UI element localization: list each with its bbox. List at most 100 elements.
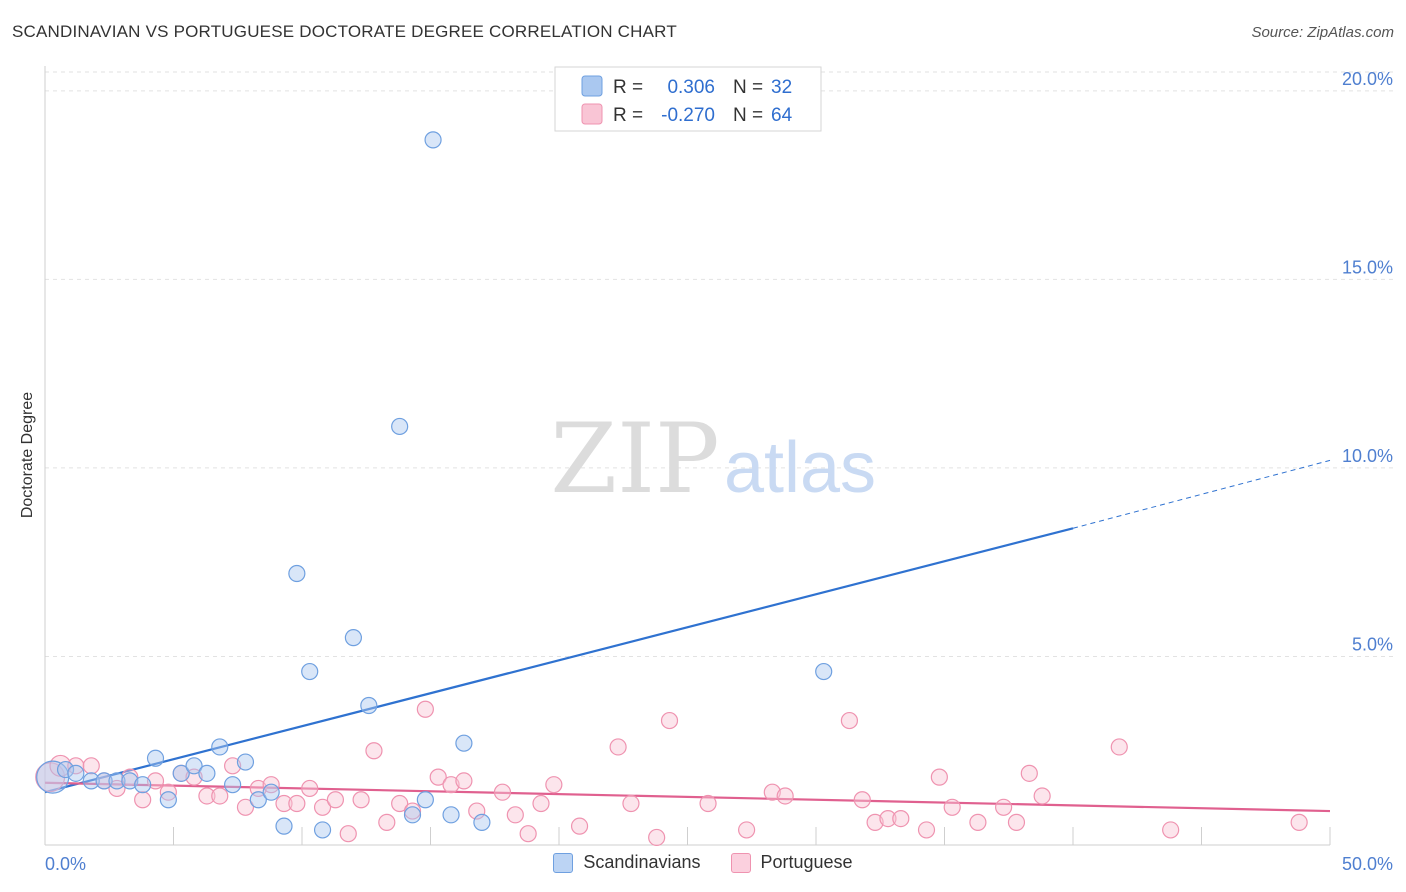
- x-tick-label: 50.0%: [1342, 854, 1393, 874]
- axes: [44, 66, 1331, 846]
- data-point: [815, 662, 833, 681]
- data-point: [224, 757, 242, 775]
- data-point: [198, 764, 216, 782]
- data-point: [339, 825, 357, 843]
- data-point: [121, 768, 139, 786]
- data-point: [198, 787, 216, 805]
- data-point: [1110, 738, 1128, 756]
- stats-swatch: [581, 103, 603, 125]
- data-point: [442, 806, 460, 824]
- data-point: [943, 798, 961, 816]
- data-point: [185, 757, 203, 775]
- data-point: [424, 131, 442, 149]
- data-point: [313, 798, 332, 816]
- data-point: [995, 798, 1013, 816]
- stats-r-value: -0.270: [661, 105, 715, 126]
- data-point: [853, 791, 871, 809]
- data-point: [545, 776, 563, 794]
- data-point: [211, 738, 229, 756]
- y-tick-label: 15.0%: [1342, 257, 1393, 277]
- data-point: [969, 813, 987, 831]
- data-point: [429, 768, 447, 786]
- stats-n-value: 64: [771, 105, 793, 126]
- data-point: [763, 783, 781, 801]
- data-point: [1290, 813, 1308, 831]
- data-point: [365, 742, 383, 760]
- stats-n-label: N =: [733, 77, 763, 98]
- data-point: [275, 817, 293, 835]
- data-point: [378, 813, 396, 831]
- data-point: [442, 776, 460, 794]
- data-point: [313, 821, 332, 839]
- data-point: [403, 802, 422, 820]
- legend-item-portuguese[interactable]: Portuguese: [730, 852, 853, 873]
- source-label: Source: ZipAtlas.com: [1251, 24, 1394, 41]
- data-point: [506, 806, 524, 824]
- data-point: [82, 772, 100, 790]
- x-tick-label: 0.0%: [45, 854, 86, 874]
- stats-box: R = 0.306 N = 32 R = -0.270 N = 64: [554, 66, 822, 132]
- tick-labels: 5.0% 10.0% 15.0% 20.0% 0.0% 50.0%: [45, 69, 1393, 874]
- trend-extension-0: [1072, 459, 1331, 529]
- data-point: [275, 794, 293, 813]
- data-point: [146, 772, 165, 790]
- data-point: [468, 802, 486, 820]
- data-point: [1007, 813, 1026, 831]
- data-point: [121, 772, 139, 790]
- data-point: [211, 787, 229, 805]
- data-point: [493, 783, 512, 801]
- data-point: [866, 813, 884, 831]
- trend-line-0: [44, 527, 1074, 794]
- data-point: [660, 711, 679, 730]
- legend: Scandinavians Portuguese: [0, 852, 1406, 873]
- data-point: [262, 783, 280, 801]
- data-point: [134, 776, 152, 794]
- data-point: [519, 825, 537, 843]
- trend-line-1: [44, 781, 1331, 813]
- data-point: [473, 813, 491, 831]
- stats-n-label: N =: [733, 105, 763, 126]
- data-point: [879, 810, 897, 828]
- stats-swatch: [581, 75, 603, 97]
- legend-item-scandinavians[interactable]: Scandinavians: [553, 852, 701, 873]
- data-point: [391, 417, 409, 436]
- data-point: [776, 787, 794, 805]
- data-point: [416, 700, 434, 718]
- data-point: [648, 828, 666, 847]
- data-point: [95, 772, 113, 790]
- watermark: ZIP atlas: [550, 403, 876, 515]
- data-point: [738, 821, 756, 839]
- data-point: [159, 791, 177, 809]
- data-point: [1020, 764, 1038, 782]
- legend-swatch-portuguese: [730, 852, 751, 873]
- data-point: [403, 806, 422, 824]
- data-point: [930, 768, 948, 786]
- legend-label-scandinavians: Scandinavians: [583, 852, 701, 872]
- data-point: [455, 772, 473, 790]
- data-point: [917, 821, 936, 839]
- data-point: [288, 794, 306, 813]
- stats-r-label: R =: [613, 77, 643, 98]
- y-tick-label: 20.0%: [1342, 69, 1393, 89]
- data-point: [67, 764, 85, 782]
- data-point: [326, 791, 345, 809]
- watermark-atlas: atlas: [724, 428, 876, 508]
- legend-label-portuguese: Portuguese: [760, 852, 853, 872]
- data-point: [416, 791, 434, 809]
- data-point: [301, 662, 319, 681]
- data-point: [622, 794, 640, 813]
- data-point: [108, 772, 126, 790]
- grid-lines: [45, 71, 1395, 657]
- legend-swatch-scandinavians: [553, 852, 574, 873]
- data-point: [391, 794, 409, 813]
- data-point: [301, 779, 319, 798]
- data-point: [352, 791, 370, 809]
- data-point: [360, 696, 378, 715]
- data-points: [35, 131, 1308, 847]
- data-point: [224, 776, 242, 794]
- chart-title: SCANDINAVIAN VS PORTUGUESE DOCTORATE DEG…: [12, 22, 677, 41]
- data-point: [892, 810, 910, 828]
- data-point: [288, 564, 306, 583]
- data-point: [532, 794, 550, 813]
